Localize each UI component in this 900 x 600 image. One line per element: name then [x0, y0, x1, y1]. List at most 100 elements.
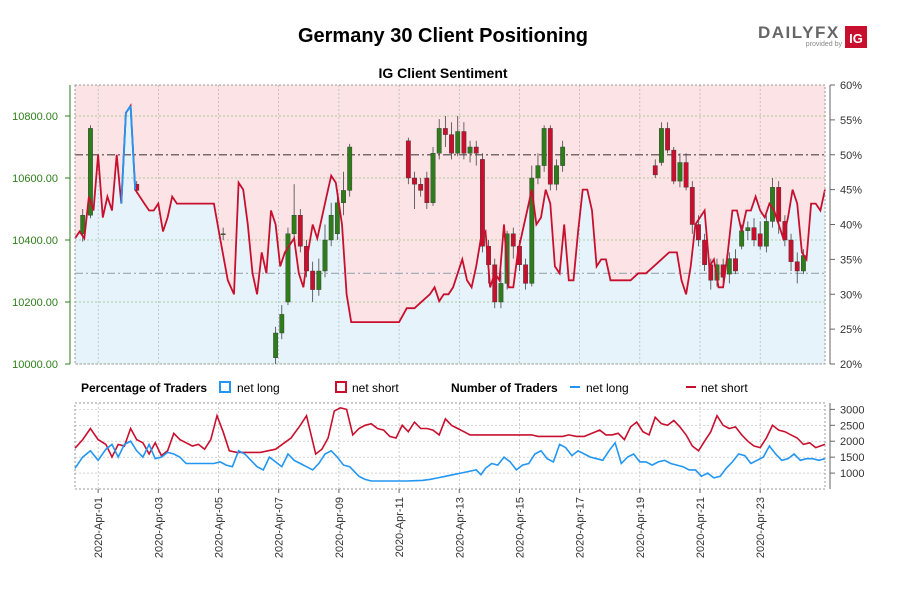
date-tick-label: 2020-Apr-03 — [153, 497, 165, 558]
percent-tick-label: 50% — [840, 150, 862, 162]
candle-body — [665, 128, 670, 151]
brand-name: DAILYFX — [758, 23, 840, 42]
candle-body — [322, 239, 328, 272]
down-candle — [418, 178, 424, 197]
candle-body — [529, 177, 535, 284]
percent-tick-label: 55% — [840, 115, 862, 127]
date-tick-label: 2020-Apr-19 — [635, 497, 647, 558]
candle-body — [554, 165, 559, 185]
up-candle — [498, 271, 504, 309]
up-candle — [541, 125, 547, 172]
down-candle — [702, 233, 708, 271]
down-candle — [547, 125, 553, 191]
trader-count-axis: 1000 1500 2000 2500 3000 — [829, 403, 864, 489]
down-candle — [310, 261, 316, 302]
candle-body — [279, 314, 285, 334]
candle-body — [696, 224, 701, 241]
down-candle — [683, 153, 689, 191]
count-tick-label: 2500 — [840, 420, 864, 432]
candle-body — [498, 283, 504, 303]
candle-body — [455, 131, 461, 154]
net-long-percentage-line — [74, 103, 826, 324]
lower-grid — [75, 403, 825, 489]
count-tick-label: 3000 — [840, 404, 864, 416]
up-candle — [535, 153, 541, 185]
candle-body — [689, 187, 695, 225]
price-tick-label: 10200.00 — [12, 297, 58, 309]
candle-body — [442, 128, 448, 135]
date-tick-label: 2020-Apr-23 — [755, 497, 767, 558]
candle-body — [702, 239, 708, 265]
candle-body — [418, 183, 424, 191]
candle-body — [220, 233, 226, 236]
candle-body — [310, 270, 316, 290]
legend-number-short: net short — [701, 381, 748, 395]
candle-body — [405, 140, 411, 179]
down-candle — [523, 258, 529, 290]
candle-body — [334, 202, 340, 235]
candle-body — [88, 128, 93, 216]
down-candle — [757, 221, 763, 250]
price-axis: 10000.00 10200.00 10400.00 10600.00 10800.00 — [12, 85, 71, 371]
trader-count-lines — [74, 406, 826, 482]
candle-body — [739, 230, 745, 247]
up-candle — [659, 122, 664, 166]
candle-body — [535, 165, 541, 179]
candlesticks — [80, 116, 806, 364]
candle-body — [285, 233, 291, 303]
series-net-short — [74, 406, 826, 459]
candle-body — [788, 239, 794, 262]
down-candle — [510, 227, 516, 259]
up-candle — [220, 227, 226, 240]
date-tick-label: 2020-Apr-11 — [394, 497, 406, 557]
price-tick-label: 10600.00 — [12, 173, 58, 185]
down-candle — [751, 218, 757, 247]
date-tick-label: 2020-Apr-13 — [454, 497, 466, 558]
date-tick-label: 2020-Apr-21 — [695, 497, 707, 558]
brand-logo: DAILYFX provided by IG — [758, 23, 867, 48]
main-chart-title: IG Client Sentiment — [378, 65, 507, 81]
count-tick-label: 1500 — [840, 452, 864, 464]
candle-body — [80, 214, 86, 234]
down-candle — [442, 116, 448, 147]
date-tick-label: 2020-Apr-07 — [274, 497, 286, 558]
down-candle — [689, 181, 695, 234]
net-long-pct-line — [74, 103, 826, 324]
up-candle — [328, 202, 334, 247]
candle-body — [473, 146, 479, 154]
down-candle — [424, 171, 430, 209]
legend-long-swatch — [219, 381, 231, 393]
percent-tick-label: 40% — [840, 220, 862, 232]
price-tick-label: 10000.00 — [12, 359, 58, 371]
down-candle — [473, 140, 479, 166]
legend: Percentage of Traders net long net short… — [81, 381, 748, 395]
candle-body — [480, 159, 485, 247]
series-net-long — [74, 440, 826, 482]
candle-body — [659, 128, 664, 163]
page-title: Germany 30 Client Positioning — [298, 25, 588, 47]
net-long-majority-segment — [129, 105, 137, 190]
up-candle — [554, 159, 559, 191]
up-candle — [726, 252, 732, 284]
candle-body — [273, 332, 279, 358]
candle-body — [449, 134, 454, 154]
net-long-majority-segment — [120, 112, 127, 204]
down-candle — [492, 258, 498, 309]
candle-body — [677, 162, 683, 182]
percent-tick-label: 20% — [840, 359, 862, 371]
candle-body — [541, 128, 547, 166]
up-candle — [745, 221, 751, 240]
sentiment-zones — [75, 85, 825, 365]
candle-body — [492, 264, 498, 303]
percent-axis: 20% 25% 30% 35% 40% 45% 50% 55% 60% — [829, 80, 862, 371]
price-tick-label: 10400.00 — [12, 235, 58, 247]
legend-number-long: net long — [586, 381, 629, 395]
down-candle — [665, 122, 670, 154]
percent-tick-label: 25% — [840, 324, 862, 336]
percent-tick-label: 30% — [840, 289, 862, 301]
candle-body — [436, 128, 442, 154]
up-candle — [285, 227, 291, 306]
candle-body — [560, 146, 566, 166]
up-candle — [279, 305, 285, 340]
